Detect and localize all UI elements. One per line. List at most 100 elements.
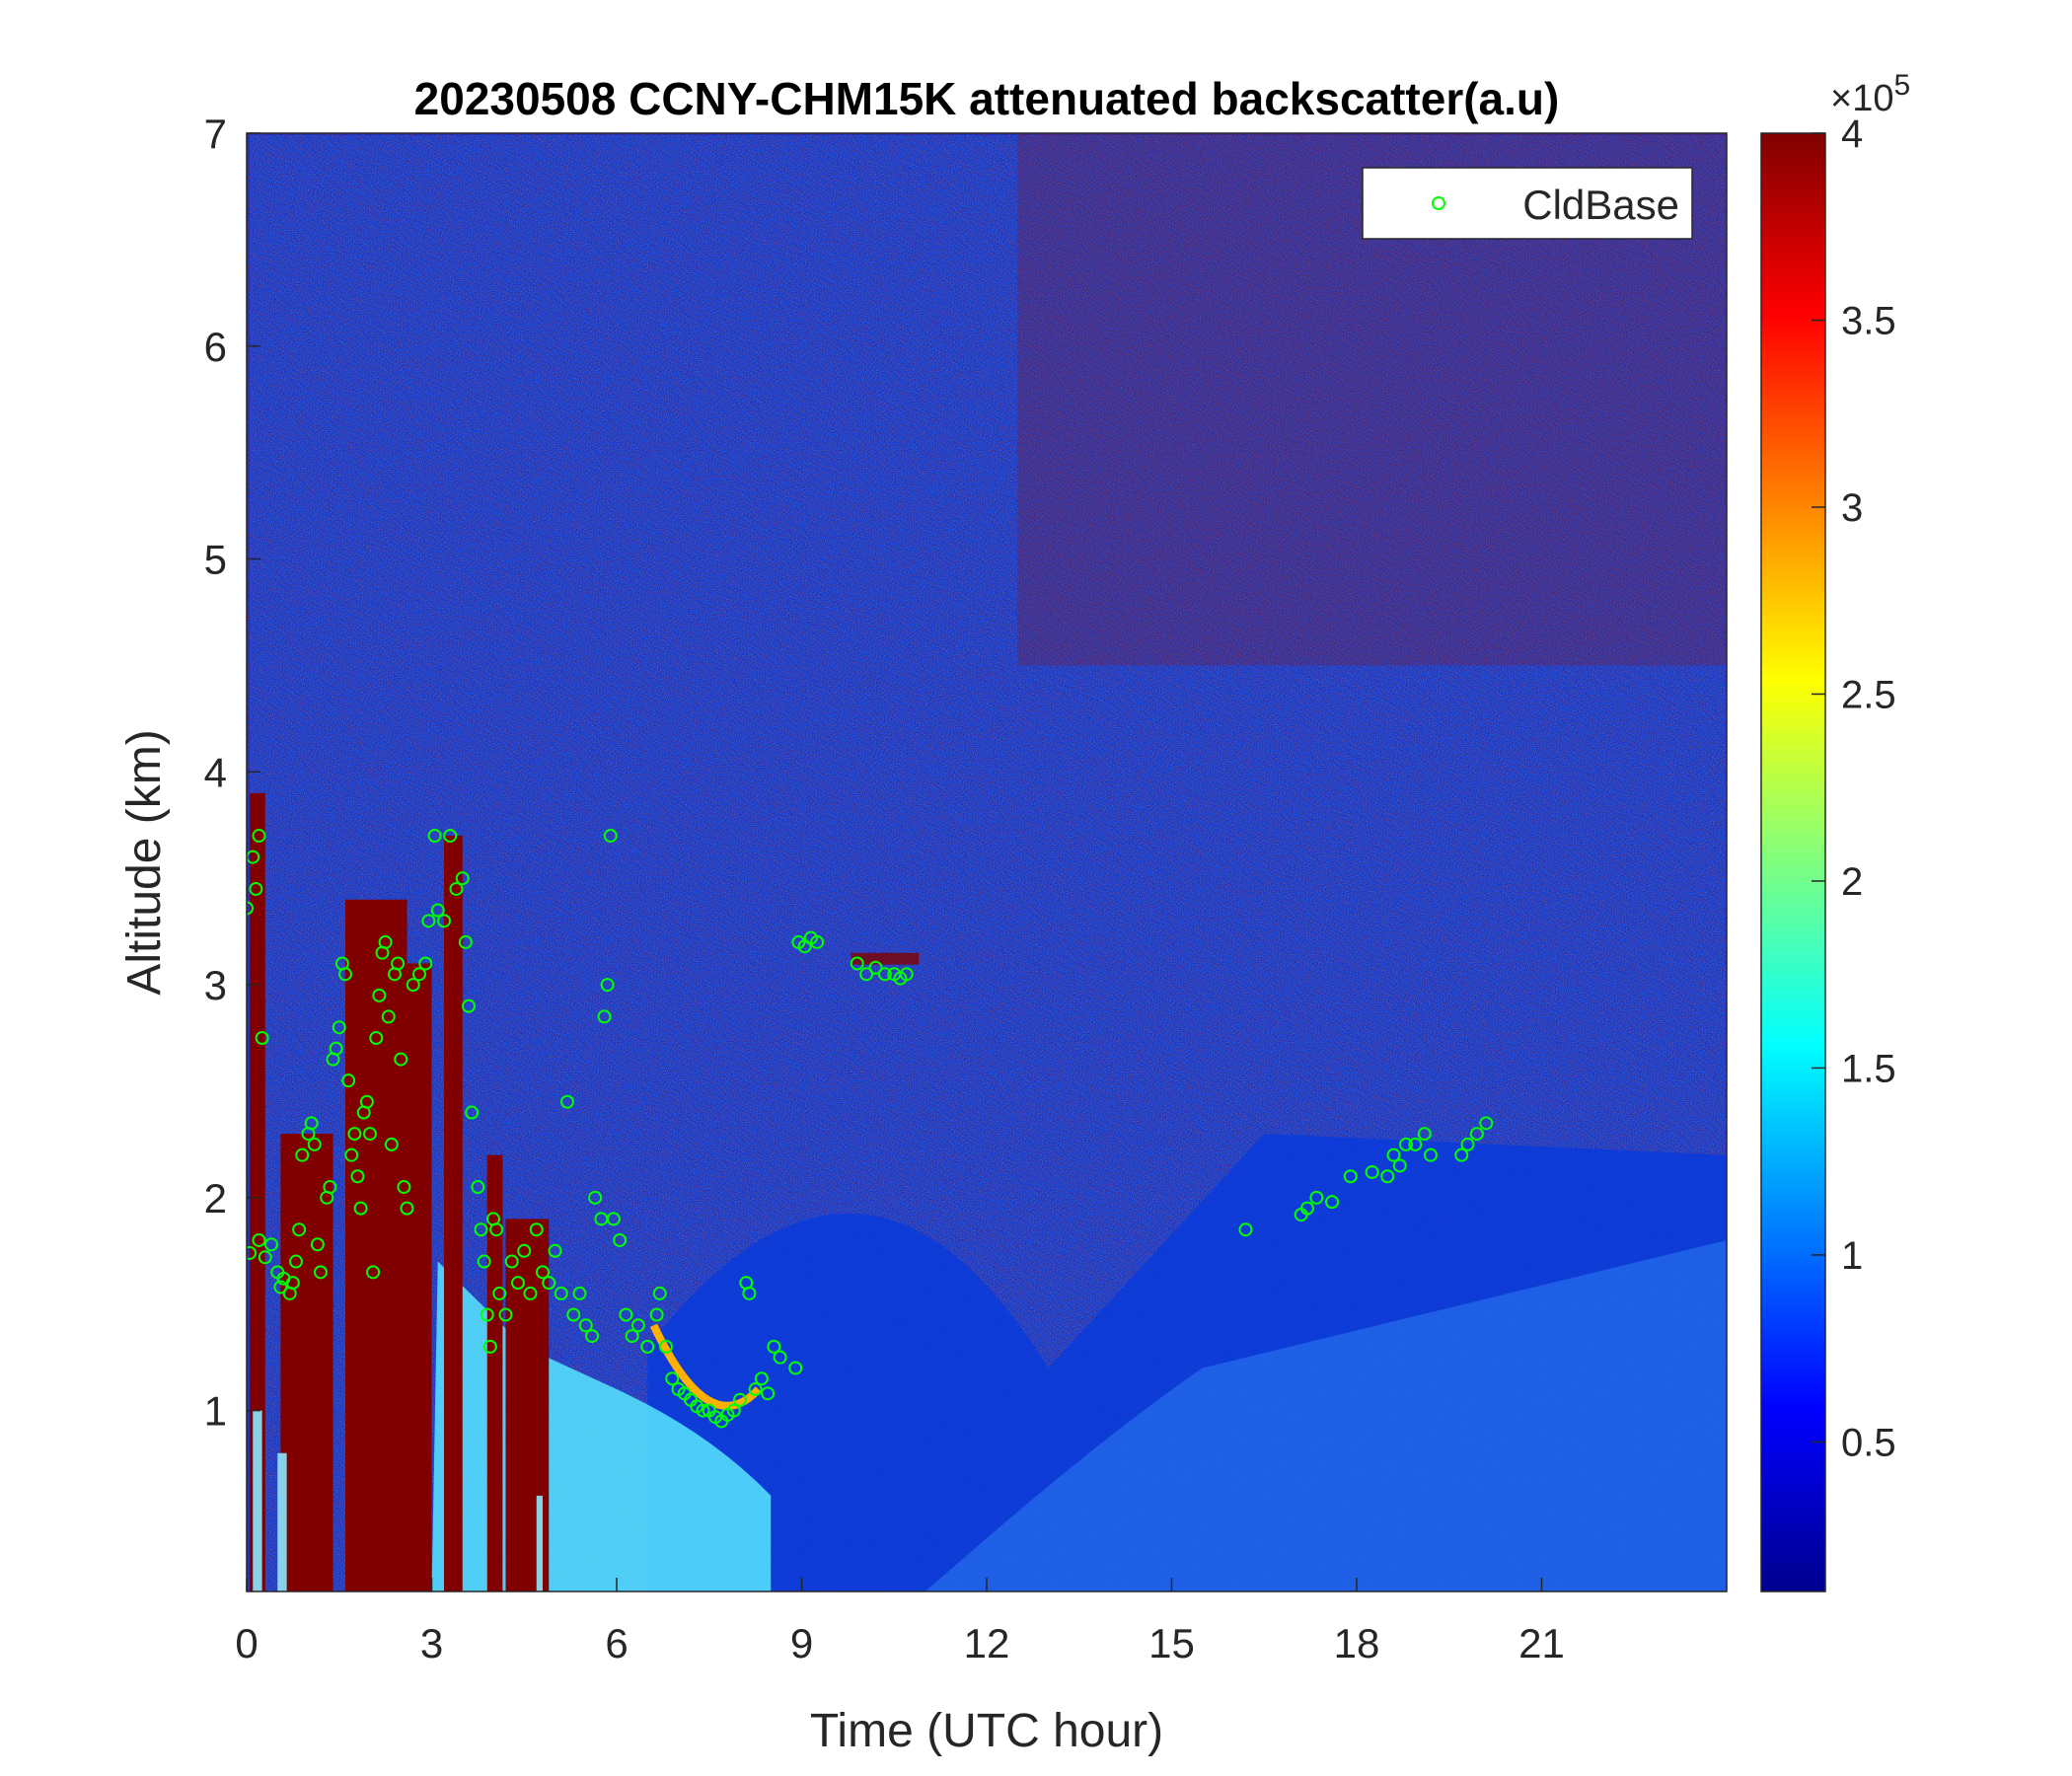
cldbase-point xyxy=(400,1201,414,1216)
cldbase-point xyxy=(767,1339,781,1354)
heatmap-cyan-column xyxy=(253,1410,262,1591)
cldbase-point xyxy=(630,1318,645,1333)
cldbase-point xyxy=(640,1339,655,1354)
y-tick-label: 1 xyxy=(204,1388,227,1435)
cldbase-point xyxy=(462,999,476,1013)
cldbase-point xyxy=(363,1127,377,1142)
x-axis-label: Time (UTC hour) xyxy=(810,1705,1163,1757)
legend-entry-cldbase: CldBase xyxy=(1522,182,1679,228)
colorbar-gradient xyxy=(1760,132,1826,1592)
colorbar-tick-label: 2.5 xyxy=(1841,673,1896,716)
cldbase-point xyxy=(359,1094,374,1109)
cldbase-series xyxy=(247,829,1494,1429)
colorbar-ticks: 0.5 1 1.5 2 2.5 3 3.5 4 xyxy=(1812,112,1896,1464)
colorbar-exponent: ×105 xyxy=(1830,69,1910,119)
cldbase-point xyxy=(474,1222,488,1237)
cldbase-point xyxy=(304,1116,319,1131)
colorbar-tick-label: 0.5 xyxy=(1841,1421,1896,1464)
cldbase-point xyxy=(1454,1147,1469,1162)
cldbase-point xyxy=(477,1254,491,1269)
cldbase-point xyxy=(597,1009,612,1024)
colorbar-tick-label: 4 xyxy=(1841,112,1863,156)
cldbase-point xyxy=(492,1286,507,1300)
x-tick-label: 6 xyxy=(605,1620,628,1666)
cldbase-point xyxy=(372,988,387,1002)
legend: CldBase xyxy=(1362,167,1693,240)
cldbase-point xyxy=(600,978,615,993)
cldbase-point xyxy=(1479,1116,1494,1131)
cldbase-point xyxy=(406,978,420,993)
cldbase-point xyxy=(773,1350,787,1365)
cldbase-point xyxy=(619,1307,633,1322)
cldbase-point xyxy=(310,1237,325,1252)
cldbase-point xyxy=(572,1286,587,1300)
cldbase-point xyxy=(273,1280,288,1295)
y-tick-label: 3 xyxy=(204,962,227,1008)
cldbase-point xyxy=(603,829,618,844)
heatmap-cyan-column xyxy=(277,1452,287,1591)
cldbase-point xyxy=(542,1276,556,1291)
cldbase-point xyxy=(868,960,883,975)
cldbase-point xyxy=(366,1265,381,1280)
heatmap-cyan-column xyxy=(536,1495,543,1591)
x-tick-label: 15 xyxy=(1148,1620,1195,1666)
cldbase-point xyxy=(1460,1137,1475,1151)
cldbase-point xyxy=(437,914,451,928)
heatmap-cloud-column xyxy=(250,792,265,1591)
cldbase-point xyxy=(560,1094,574,1109)
heatmap-cloud-column xyxy=(444,836,463,1591)
colorbar-exponent-power: 5 xyxy=(1893,69,1910,102)
cldbase-point xyxy=(850,956,864,971)
cldbase-point xyxy=(449,881,464,896)
cldbase-point xyxy=(455,871,470,886)
x-tick-label: 12 xyxy=(964,1620,1010,1666)
cldbase-point xyxy=(810,934,825,949)
cldbase-point xyxy=(504,1254,519,1269)
cldbase-point xyxy=(1417,1127,1432,1142)
y-tick-label: 5 xyxy=(204,537,227,583)
cldbase-point xyxy=(659,1339,673,1354)
cldbase-point xyxy=(397,1180,411,1195)
cldbase-point xyxy=(1386,1147,1401,1162)
plot-area xyxy=(247,133,1727,1591)
cldbase-point xyxy=(427,829,442,844)
y-axis: 1 2 3 4 5 6 7 xyxy=(204,111,260,1435)
colorbar-tick-label: 3.5 xyxy=(1841,299,1896,342)
cldbase-point xyxy=(877,967,892,982)
cldbase-point xyxy=(482,1339,497,1354)
cldbase-point xyxy=(264,1237,278,1252)
cldbase-point xyxy=(323,1180,337,1195)
cldbase-point xyxy=(748,1382,763,1397)
cldbase-point xyxy=(292,1222,307,1237)
cldbase-point xyxy=(665,1371,680,1386)
cldbase-point xyxy=(329,1041,343,1056)
cldbase-point xyxy=(369,1031,384,1046)
cldbase-point xyxy=(384,1137,399,1151)
x-axis: 0 3 6 9 12 15 18 21 xyxy=(235,1578,1565,1666)
cldbase-point xyxy=(1343,1169,1358,1184)
cldbase-point xyxy=(1399,1137,1413,1151)
colorbar-tick-label: 1 xyxy=(1841,1234,1863,1278)
x-tick-label: 9 xyxy=(790,1620,813,1666)
cldbase-point xyxy=(307,1137,322,1151)
cldbase-point xyxy=(347,1127,362,1142)
colorbar-tick-label: 1.5 xyxy=(1841,1047,1896,1090)
cldbase-point xyxy=(742,1286,757,1300)
y-tick-label: 7 xyxy=(204,111,227,157)
cldbase-point xyxy=(338,967,352,982)
cldbase-point xyxy=(418,956,433,971)
cldbase-point xyxy=(249,881,263,896)
cldbase-point xyxy=(443,829,458,844)
heatmap-cloud-column xyxy=(407,963,432,1591)
cldbase-point xyxy=(332,1020,346,1035)
cldbase-point xyxy=(585,1329,599,1344)
cldbase-point xyxy=(391,956,406,971)
cldbase-point xyxy=(489,1222,504,1237)
cldbase-point xyxy=(344,1147,359,1162)
cldbase-point xyxy=(859,967,874,982)
cldbase-point xyxy=(754,1371,769,1386)
cldbase-point xyxy=(606,1212,621,1226)
cldbase-point xyxy=(733,1392,747,1407)
cldbase-point xyxy=(289,1254,303,1269)
